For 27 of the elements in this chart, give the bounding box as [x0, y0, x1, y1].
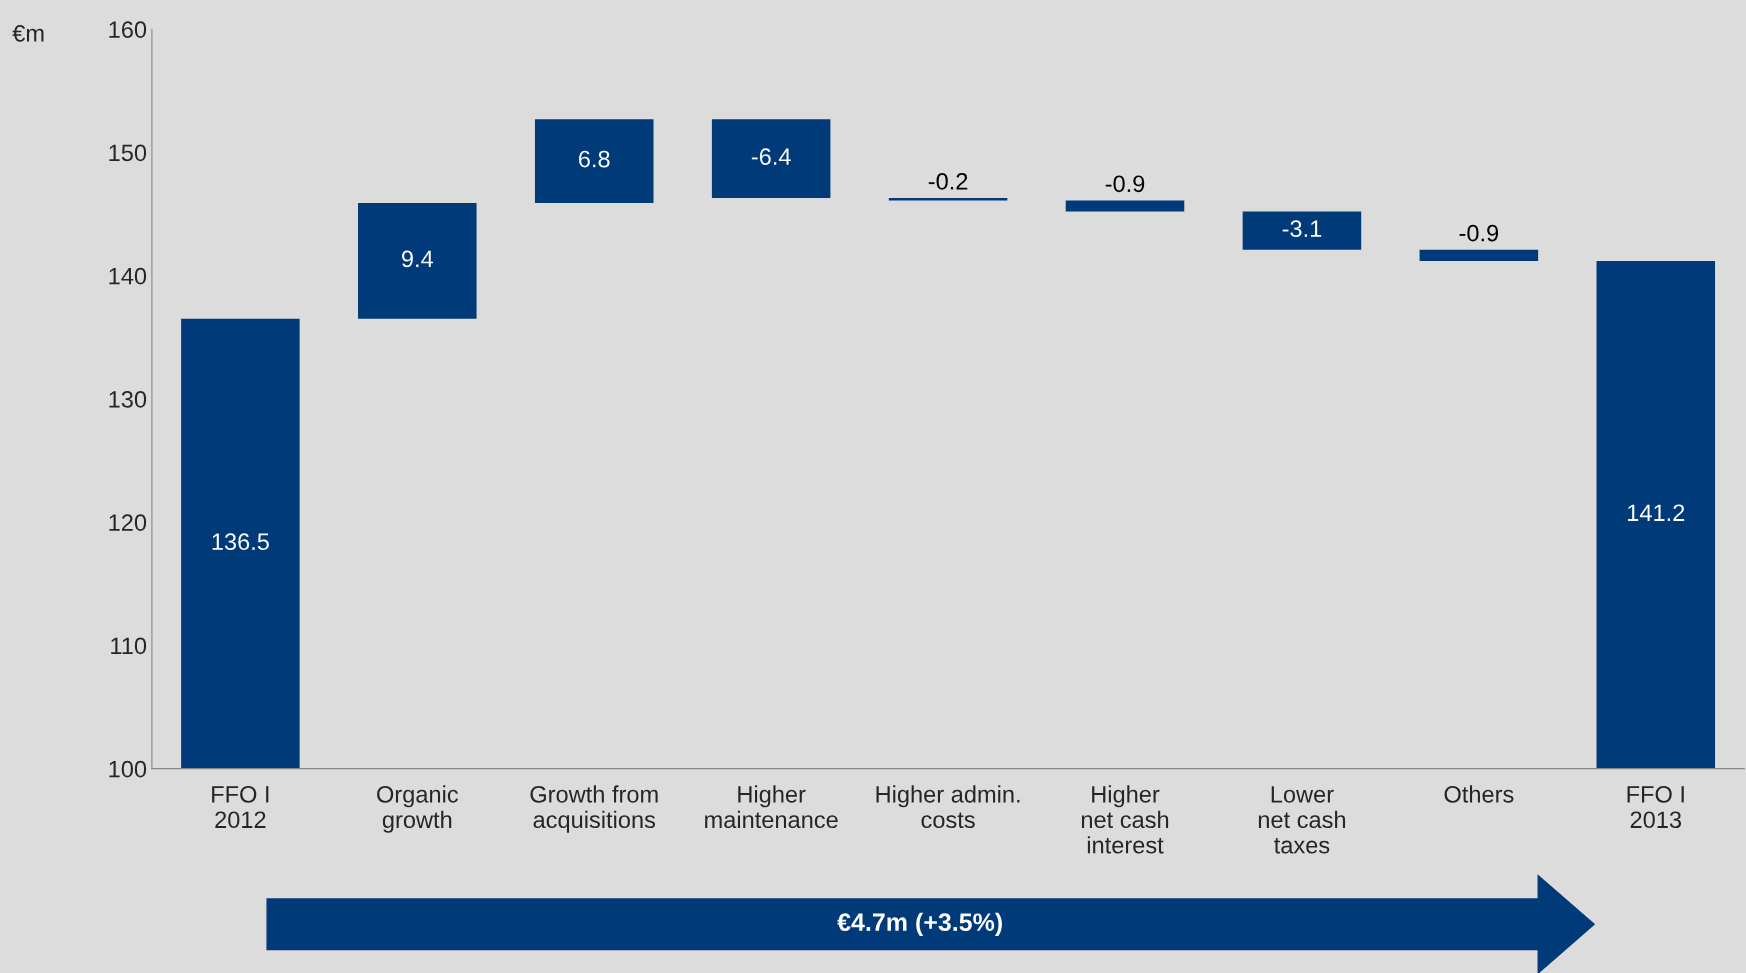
- x-tick-label: Growth from acquisitions: [530, 785, 658, 833]
- x-tick-label: FFO I 2012: [212, 785, 269, 829]
- x-tick-label: Others: [1444, 785, 1514, 803]
- x-tick-label: Higher net cash interest: [1081, 785, 1169, 854]
- data-label: 136.5: [212, 533, 269, 551]
- y-tick-label: 160: [109, 21, 147, 38]
- data-label: 6.8: [579, 150, 610, 168]
- x-tick-label: Higher maintenance: [705, 785, 838, 829]
- y-tick-label: 110: [111, 637, 147, 655]
- y-tick-label: 140: [109, 267, 147, 285]
- x-tick-label: FFO I 2013: [1627, 785, 1684, 829]
- data-label: -6.4: [751, 148, 791, 165]
- y-axis-title: €m: [12, 24, 44, 42]
- x-tick-label: Higher admin. costs: [876, 785, 1020, 829]
- data-label: 9.4: [401, 250, 434, 268]
- data-label: -3.1: [1282, 220, 1322, 238]
- x-tick-label: Lower net cash taxes: [1258, 786, 1346, 854]
- data-label: -0.9: [1105, 175, 1145, 193]
- y-tick-label: 120: [109, 514, 147, 531]
- data-label: -0.2: [928, 172, 968, 190]
- data-label: -0.9: [1459, 224, 1499, 242]
- text: €4.7m (+3.5%): [837, 912, 1002, 936]
- y-tick-label: 150: [109, 144, 147, 162]
- y-tick-label: 130: [109, 391, 147, 408]
- y-tick-label: 100: [109, 760, 147, 778]
- x-tick-label: Organic growth: [377, 785, 459, 833]
- data-label: 141.2: [1628, 504, 1685, 521]
